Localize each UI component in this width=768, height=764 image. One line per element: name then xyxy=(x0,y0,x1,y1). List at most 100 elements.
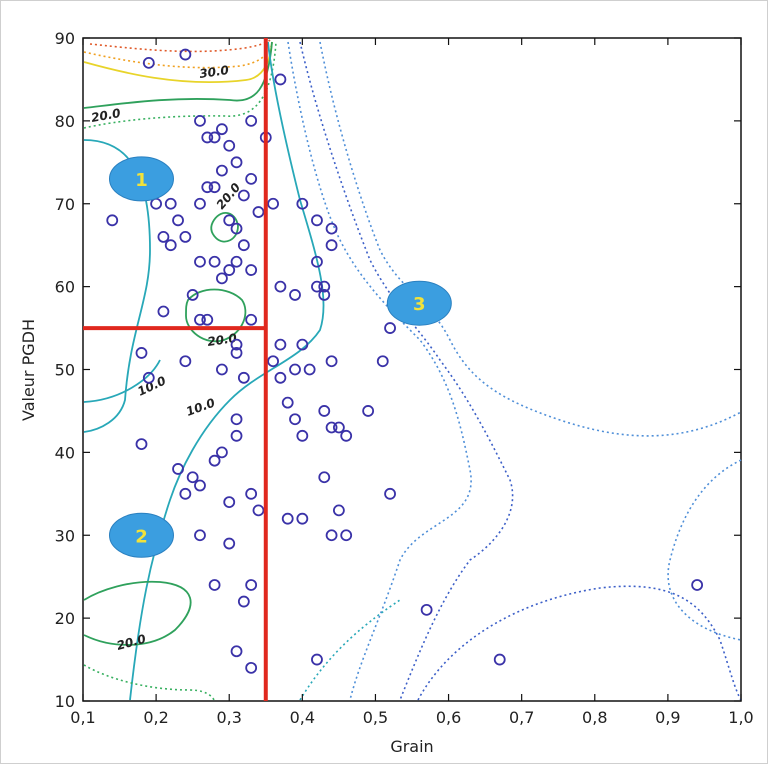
zone-label: 1 xyxy=(135,170,148,191)
x-tick-label: 0,9 xyxy=(655,708,680,727)
data-point xyxy=(208,454,221,467)
contour-20-inner-a xyxy=(210,212,239,243)
data-point xyxy=(245,579,258,591)
plot-area xyxy=(82,37,742,702)
scatter-points xyxy=(106,48,704,674)
data-point xyxy=(267,197,279,210)
y-tick-label: 60 xyxy=(55,278,75,297)
data-point xyxy=(201,131,214,144)
data-point xyxy=(318,471,331,484)
data-point xyxy=(384,487,396,500)
data-point xyxy=(252,504,265,517)
data-point xyxy=(311,255,323,268)
contour-lines xyxy=(83,39,742,701)
zone-label: 2 xyxy=(135,526,148,547)
contour-green-dotted-1 xyxy=(83,41,277,129)
y-tick-label: 40 xyxy=(55,443,75,462)
data-point xyxy=(296,512,309,525)
data-point xyxy=(296,429,309,442)
plot-border xyxy=(82,37,742,702)
data-point xyxy=(340,529,353,542)
data-point xyxy=(216,446,228,459)
data-point xyxy=(296,197,309,210)
data-point xyxy=(493,653,506,666)
zone-label: 3 xyxy=(413,294,426,315)
data-point xyxy=(289,289,301,301)
data-point xyxy=(274,371,287,384)
data-point xyxy=(208,579,221,591)
y-axis-ticks: 10 20 30 40 50 60 70 80 90 xyxy=(55,29,741,711)
data-point xyxy=(245,661,258,674)
data-point xyxy=(376,355,389,368)
data-point xyxy=(106,214,119,227)
x-axis-ticks: 0,1 0,2 0,3 0,4 0,5 0,6 0,7 0,8 0,9 1,0 xyxy=(70,38,754,727)
data-point xyxy=(274,73,287,86)
data-point xyxy=(186,289,199,301)
data-point xyxy=(296,338,309,351)
data-point xyxy=(325,239,338,252)
data-point xyxy=(201,313,214,326)
y-tick-label: 20 xyxy=(55,609,75,628)
data-point xyxy=(237,239,250,252)
data-point xyxy=(194,479,206,492)
data-point xyxy=(230,429,243,442)
data-point xyxy=(340,429,353,442)
contour-blue-dotted-4 xyxy=(417,585,742,701)
data-point xyxy=(325,421,338,434)
data-point xyxy=(230,413,243,426)
data-point xyxy=(325,355,338,368)
data-point xyxy=(164,197,177,210)
y-axis-label: Valeur PGDH xyxy=(19,319,38,421)
data-point xyxy=(164,239,177,252)
x-axis-label: Grain xyxy=(390,737,433,756)
data-point xyxy=(420,603,433,616)
x-tick-label: 0,6 xyxy=(436,708,461,727)
data-point xyxy=(194,255,206,268)
data-point xyxy=(267,355,279,368)
data-point xyxy=(216,123,228,136)
data-point xyxy=(208,255,221,268)
data-point xyxy=(362,405,375,417)
x-tick-label: 0,4 xyxy=(290,708,315,727)
data-point xyxy=(194,114,206,127)
zone-marker-2: 2 xyxy=(108,512,174,558)
data-point xyxy=(245,487,258,500)
contour-label: 30.0 xyxy=(198,63,229,81)
data-point xyxy=(216,363,228,376)
data-point xyxy=(274,280,287,293)
x-tick-label: 0,7 xyxy=(509,708,534,727)
zone-markers: 1 2 3 xyxy=(108,156,452,558)
data-point xyxy=(172,463,184,475)
contour-blue-dotted-1 xyxy=(287,41,472,701)
data-point xyxy=(245,264,258,276)
zone-marker-1: 1 xyxy=(108,156,174,202)
data-point xyxy=(208,131,221,144)
data-point xyxy=(245,114,258,127)
contour-blue-dotted-5 xyxy=(667,459,742,641)
x-tick-label: 0,2 xyxy=(143,708,168,727)
data-point xyxy=(186,471,199,484)
data-point xyxy=(194,197,206,210)
data-point xyxy=(179,230,192,243)
data-point xyxy=(281,396,294,409)
y-tick-label: 30 xyxy=(55,526,75,545)
data-point xyxy=(216,164,228,177)
x-tick-label: 0,8 xyxy=(582,708,607,727)
zone-ellipse xyxy=(108,156,174,202)
data-point xyxy=(384,322,396,334)
data-point xyxy=(179,355,192,368)
y-tick-label: 10 xyxy=(55,692,75,711)
data-point xyxy=(318,280,331,293)
data-point xyxy=(142,56,155,69)
data-point xyxy=(194,313,206,326)
contour-top-orange xyxy=(83,43,273,69)
data-point xyxy=(135,438,148,450)
data-point xyxy=(157,305,170,318)
data-point xyxy=(208,181,221,194)
contour-blue-dotted-2 xyxy=(299,41,514,701)
data-point xyxy=(274,338,287,351)
data-point xyxy=(245,313,258,326)
data-point xyxy=(237,371,250,384)
data-point xyxy=(230,156,243,169)
